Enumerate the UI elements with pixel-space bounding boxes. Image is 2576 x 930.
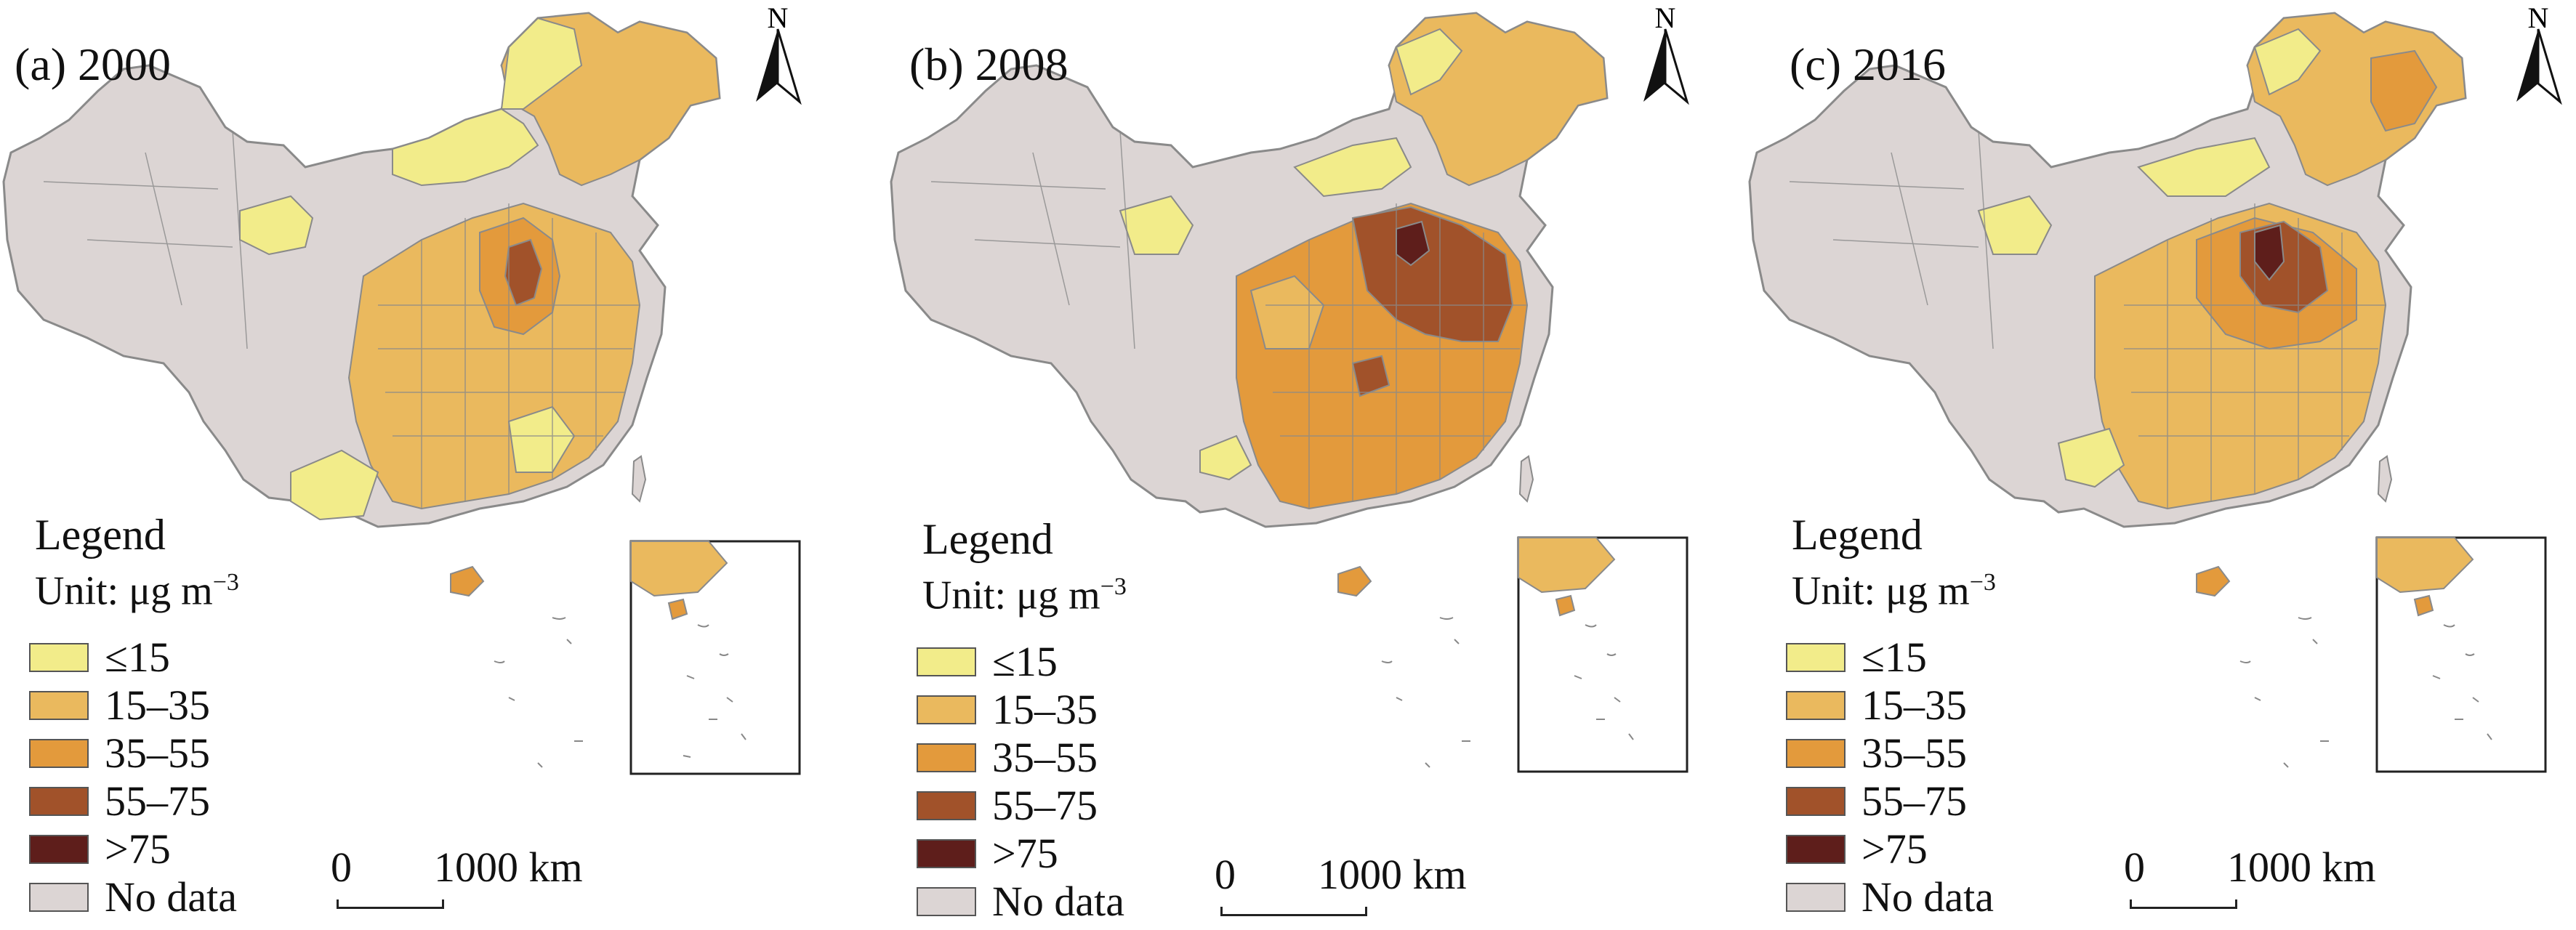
swatch-class-3 <box>29 738 89 768</box>
north-arrow: N <box>749 0 807 113</box>
inset-mainland <box>630 541 728 597</box>
swatch-class-4 <box>917 790 976 820</box>
south-china-sea-inset <box>629 540 801 775</box>
north-label: N <box>1655 1 1676 34</box>
hainan-island <box>450 565 485 597</box>
legend-title: Legend <box>35 511 166 559</box>
south-sea-islands <box>494 617 583 768</box>
region-south-yellow <box>507 405 576 473</box>
swatch-class-3 <box>917 743 976 772</box>
swatch-class-5 <box>1786 834 1846 864</box>
swatch-class-1 <box>1786 642 1846 672</box>
legend-unit: Unit: μg m−3 <box>35 568 239 614</box>
swatch-class-5 <box>29 834 89 864</box>
legend-item: No data <box>1786 873 1996 921</box>
north-label: N <box>768 1 789 34</box>
scale-end: 1000 km <box>434 844 583 891</box>
legend-item: 55–75 <box>1786 777 1996 825</box>
swatch-class-1 <box>29 642 89 672</box>
region-beijing-hebei <box>504 238 543 307</box>
china-map <box>890 12 1689 773</box>
scale-end: 1000 km <box>2227 844 2376 891</box>
swatch-class-4 <box>29 786 89 816</box>
inset-islands <box>683 624 746 758</box>
legend-item: >75 <box>1786 825 1996 873</box>
north-label: N <box>2528 1 2549 34</box>
legend: Legend Unit: μg m−3 ≤15 15–35 35–55 55–7… <box>917 514 1127 926</box>
legend-item: 15–35 <box>1786 682 1996 729</box>
legend: Legend Unit: μg m−3 ≤15 15–35 35–55 55–7… <box>29 510 239 921</box>
swatch-class-5 <box>917 838 976 868</box>
swatch-class-2 <box>917 695 976 724</box>
scale-zero: 0 <box>1215 851 1236 898</box>
region-inner-mongolia <box>392 108 539 187</box>
legend-item: 35–55 <box>29 729 239 777</box>
scale-zero: 0 <box>2124 844 2145 891</box>
legend: Legend Unit: μg m−3 ≤15 15–35 35–55 55–7… <box>1786 510 1996 921</box>
legend-item: 35–55 <box>917 734 1127 782</box>
scale-zero: 0 <box>331 844 352 891</box>
scale-end: 1000 km <box>1318 851 1467 898</box>
taiwan-island <box>631 455 647 503</box>
swatch-class-2 <box>29 690 89 720</box>
legend-title: Legend <box>922 515 1053 563</box>
legend-item: ≤15 <box>29 634 239 682</box>
china-map <box>2 12 801 775</box>
swatch-no-data <box>29 882 89 912</box>
legend-item: ≤15 <box>917 638 1127 686</box>
region-north-yellow <box>500 17 583 110</box>
inset-hainan <box>667 598 688 620</box>
legend-item: >75 <box>917 830 1127 878</box>
panel-title: (b) 2008 <box>909 39 1068 90</box>
swatch-class-3 <box>1786 738 1846 768</box>
legend-item: No data <box>917 878 1127 926</box>
legend-item: >75 <box>29 825 239 873</box>
north-arrow: N <box>1636 0 1694 113</box>
swatch-no-data <box>1786 882 1846 912</box>
legend-unit: Unit: μg m−3 <box>922 573 1127 618</box>
swatch-class-4 <box>1786 786 1846 816</box>
legend-item: 55–75 <box>29 777 239 825</box>
china-map <box>1748 12 2547 773</box>
legend-item: 55–75 <box>917 782 1127 830</box>
swatch-class-1 <box>917 647 976 676</box>
map-panel-2016: (c) 2016 N Legend Unit: μg m−3 ≤15 15–35… <box>1717 0 2575 930</box>
north-arrow: N <box>2509 0 2567 113</box>
map-panel-2008: (b) 2008 N Legend Unit: μg m−3 ≤15 15–35… <box>858 0 1717 930</box>
legend-title: Legend <box>1792 511 1923 559</box>
legend-item: 15–35 <box>917 686 1127 734</box>
swatch-no-data <box>917 886 976 916</box>
legend-item: 15–35 <box>29 682 239 729</box>
legend-item: ≤15 <box>1786 634 1996 682</box>
swatch-class-2 <box>1786 690 1846 720</box>
panel-title: (a) 2000 <box>15 39 172 90</box>
region-southwest-yellow <box>290 449 379 521</box>
map-panel-2000: (a) 2000 N Legend Unit: μg m−3 ≤15 15–35… <box>0 0 858 930</box>
legend-unit: Unit: μg m−3 <box>1792 568 1996 614</box>
panel-title: (c) 2016 <box>1790 39 1947 90</box>
legend-item: 35–55 <box>1786 729 1996 777</box>
legend-item: No data <box>29 873 239 921</box>
